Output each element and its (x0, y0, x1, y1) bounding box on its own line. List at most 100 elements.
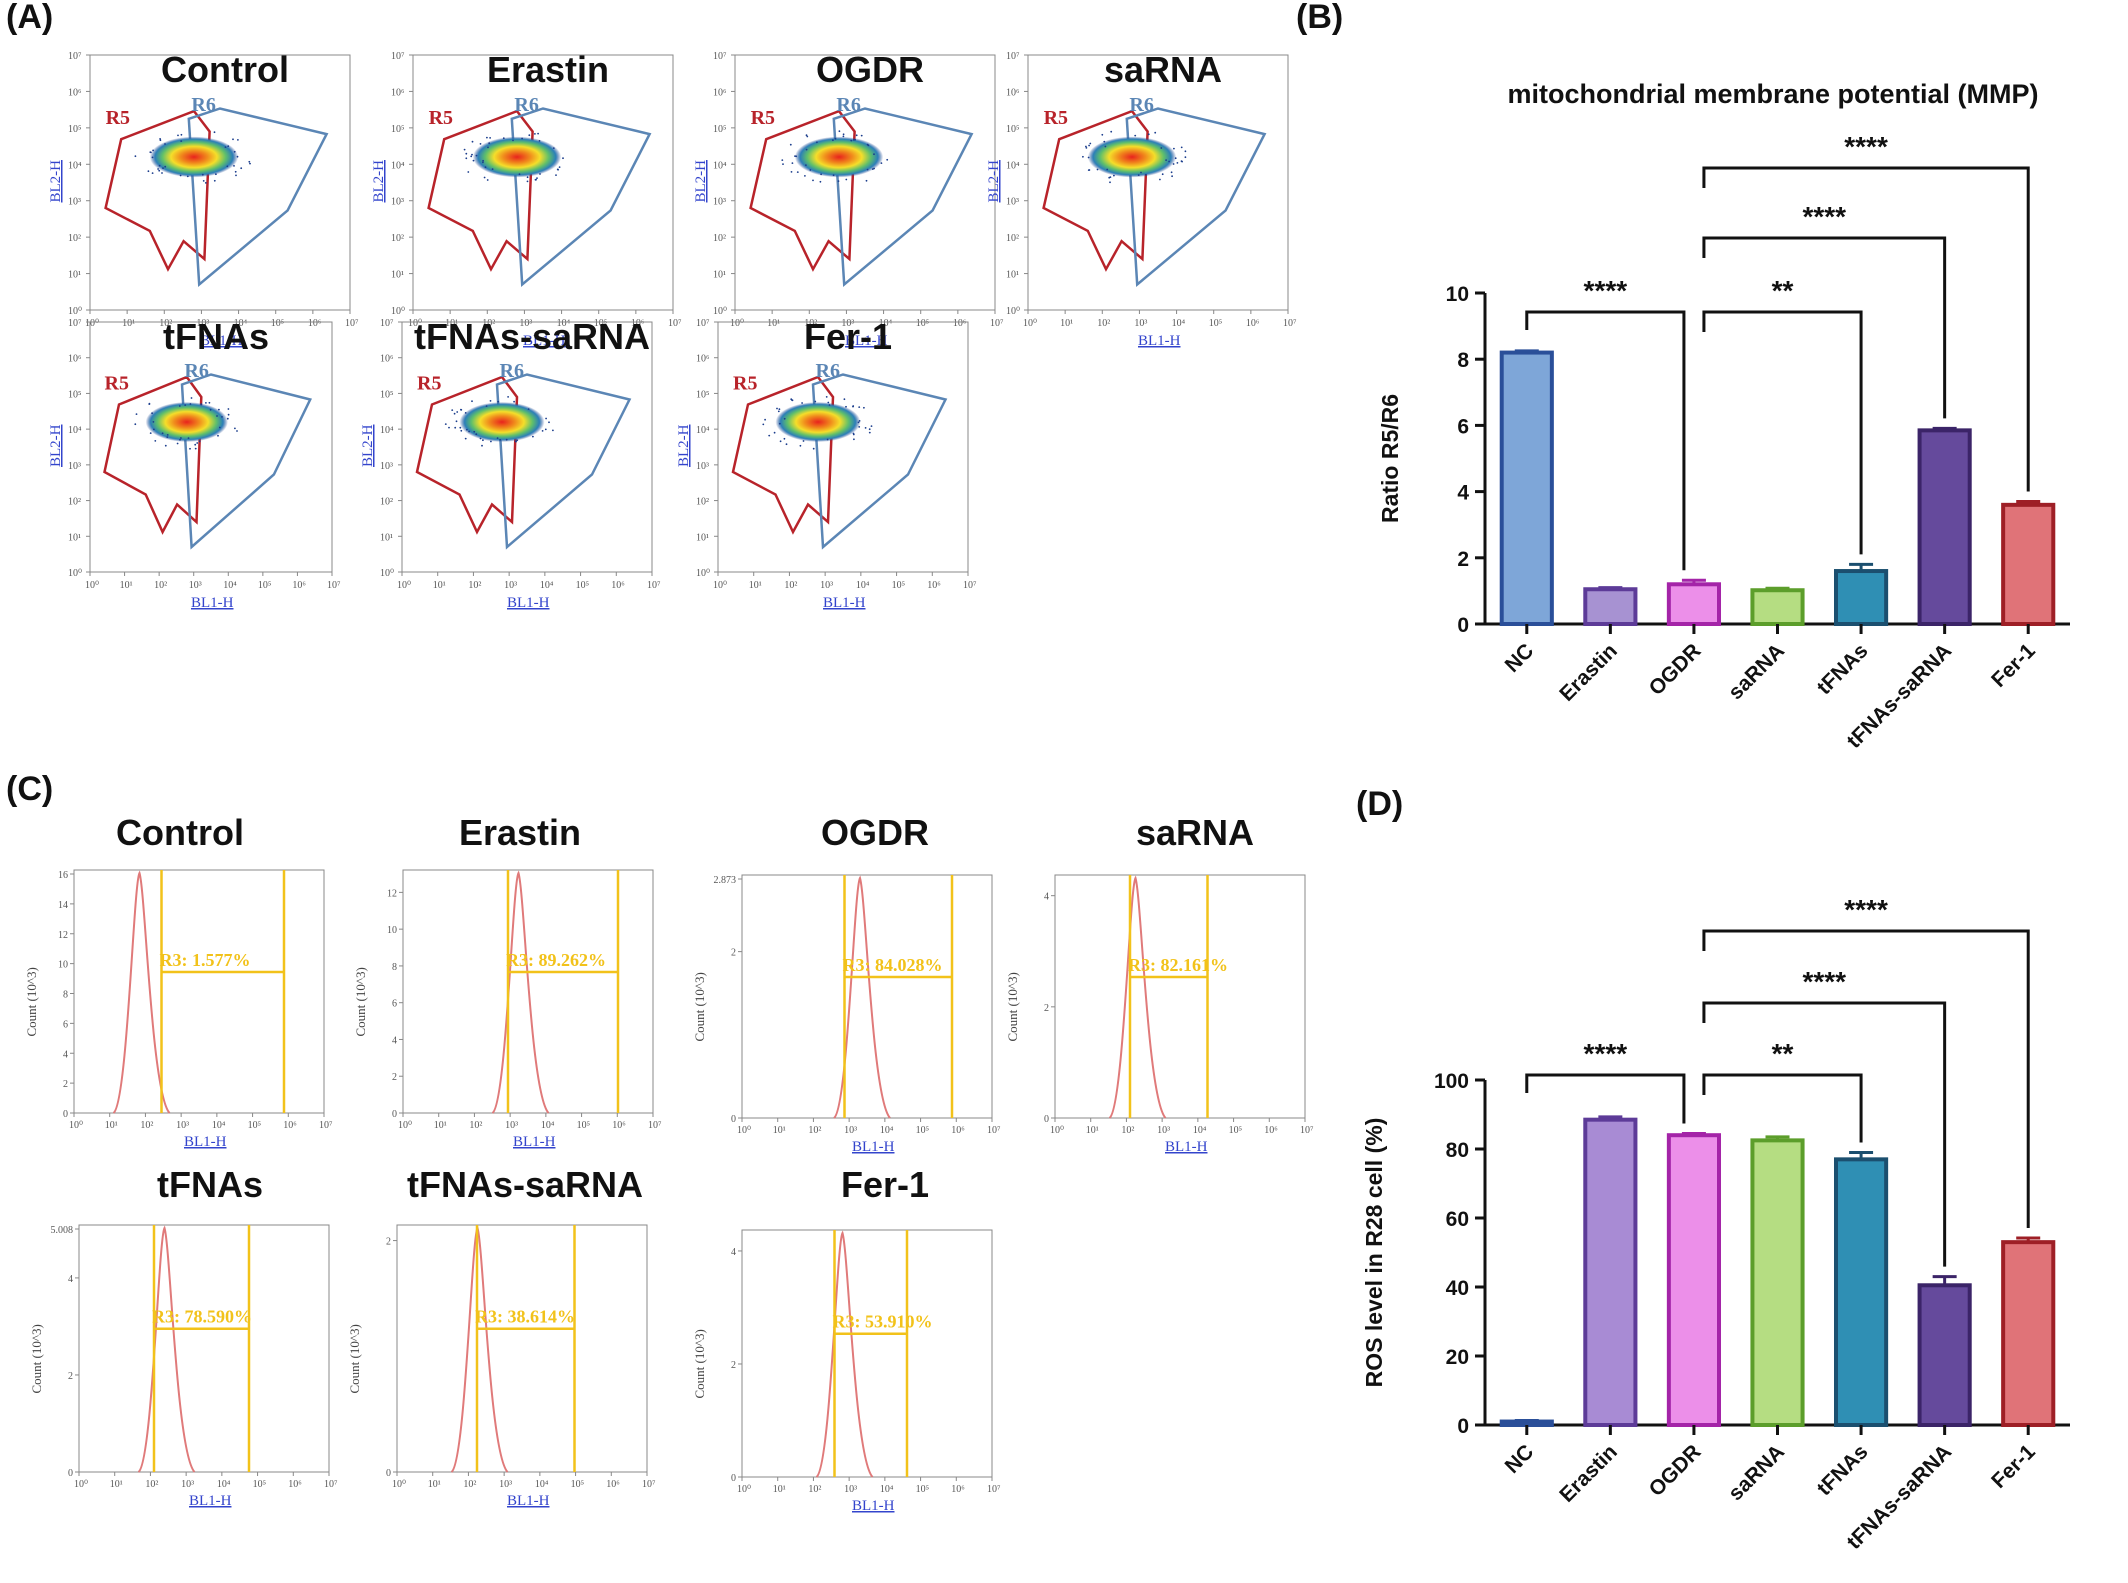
event-dot (832, 139, 834, 142)
y-tick-label: 10³ (380, 461, 393, 472)
y-tick-label: 10¹ (391, 270, 404, 281)
y-tick-label: 0 (63, 1109, 68, 1120)
event-dot (860, 134, 863, 137)
x-tick-label: 10⁷ (987, 1484, 1001, 1495)
event-dot (482, 161, 484, 164)
x-tick-label: 10⁴ (223, 580, 237, 591)
x-tick-label: 10³ (841, 318, 854, 329)
event-dot (471, 153, 473, 156)
x-tick-label: 10⁷ (1283, 318, 1297, 329)
event-dot (148, 403, 151, 405)
x-tick-label: 10⁴ (880, 1484, 894, 1495)
event-dot (201, 173, 204, 176)
plot-frame (78, 1224, 330, 1473)
event-dot (552, 429, 554, 432)
histogram-curve (450, 1225, 509, 1473)
x-tick-label: 10² (784, 580, 797, 591)
x-tick-label: 10³ (499, 1479, 512, 1490)
event-dot (768, 434, 771, 437)
gate-r5 (103, 375, 203, 535)
event-dot (483, 176, 486, 179)
event-dot (539, 173, 541, 175)
event-dot (180, 140, 183, 143)
event-dot (518, 173, 521, 176)
event-dot (802, 440, 805, 442)
y-tick-label: 4 (1044, 892, 1049, 903)
x-tick-label: OGDR (1645, 1440, 1706, 1501)
y-axis-label: BL2-H (48, 160, 64, 203)
event-dot (526, 180, 529, 183)
flow-plot: 10⁰10⁰10¹10¹10²10²10³10³10⁴10⁴10⁵10⁵10⁶1… (676, 316, 977, 611)
y-tick-label: 10⁶ (1006, 87, 1020, 98)
event-dot (512, 139, 514, 142)
histogram-curve (815, 1230, 874, 1478)
event-dot (204, 182, 207, 184)
x-tick-label: 10⁴ (879, 318, 893, 329)
significance-label: **** (1584, 1038, 1628, 1069)
event-dot (454, 426, 457, 429)
x-axis-label: BL1-H (513, 1134, 556, 1150)
event-dot (190, 397, 193, 399)
x-tick-label: 10⁵ (571, 1479, 585, 1490)
event-dot (227, 145, 230, 148)
plot-title: OGDR (821, 812, 929, 853)
x-tick-label: 10¹ (1086, 1125, 1099, 1136)
x-tick-label: 10¹ (773, 1484, 786, 1495)
event-dot (166, 434, 169, 436)
x-tick-label: Erastin (1555, 1440, 1622, 1507)
y-tick-label: 2 (731, 948, 736, 959)
event-dot (1173, 147, 1175, 150)
plot-title: Erastin (487, 49, 609, 90)
event-dot (870, 425, 873, 427)
event-dot (858, 420, 861, 422)
y-tick-label: 10² (380, 497, 393, 508)
event-dot (1168, 160, 1170, 163)
event-dot (236, 155, 239, 158)
event-dot (863, 406, 865, 409)
gate-r5 (749, 109, 856, 272)
event-dot (189, 447, 191, 450)
y-axis-label: Ratio R5/R6 (1377, 394, 1403, 523)
event-dot (814, 400, 817, 403)
bar-tfnas-sarna (1917, 1283, 1972, 1428)
event-dot (482, 439, 484, 442)
event-dot (151, 412, 154, 415)
x-tick-label: 10⁷ (319, 1120, 333, 1131)
event-dot (866, 143, 869, 146)
x-tick-label: 10⁴ (212, 1120, 226, 1131)
event-dot (209, 408, 212, 411)
gate-label-r6: R6 (1129, 94, 1153, 116)
plot-title: Fer-1 (841, 1164, 929, 1205)
y-tick-label: 10⁴ (696, 425, 710, 436)
event-dot (233, 150, 236, 153)
event-dot (153, 428, 155, 431)
x-tick-label: 10⁰ (85, 318, 99, 329)
y-tick-label: 10 (58, 960, 68, 971)
x-tick-label: 10² (469, 1120, 482, 1131)
y-tick-label: 12 (387, 888, 397, 899)
event-dot (1096, 168, 1099, 171)
event-dot (194, 447, 197, 450)
event-dot (479, 437, 482, 440)
x-tick-label: 10¹ (749, 580, 762, 591)
event-dot (496, 437, 499, 439)
event-dot (852, 405, 854, 408)
chart-title: mitochondrial membrane potential (MMP) (1507, 79, 2038, 109)
y-tick-label: 2.873 (714, 875, 737, 886)
x-tick-label: 10⁵ (1229, 1125, 1243, 1136)
event-dot (1085, 147, 1088, 149)
x-tick-label: 10⁴ (557, 318, 571, 329)
x-tick-label: 10² (482, 318, 495, 329)
panel-label-b: (B) (1296, 0, 1343, 36)
event-dot (490, 440, 492, 443)
event-dot (464, 412, 467, 414)
gate-label-r6: R6 (500, 360, 524, 382)
event-dot (781, 159, 784, 162)
panel-label-d: (D) (1356, 785, 1403, 823)
y-tick-label: 10⁶ (391, 87, 405, 98)
event-dot (236, 430, 238, 432)
x-tick-label: 10⁵ (577, 1120, 591, 1131)
event-dot (548, 421, 550, 424)
event-dot (135, 413, 138, 415)
event-dot (200, 403, 203, 405)
